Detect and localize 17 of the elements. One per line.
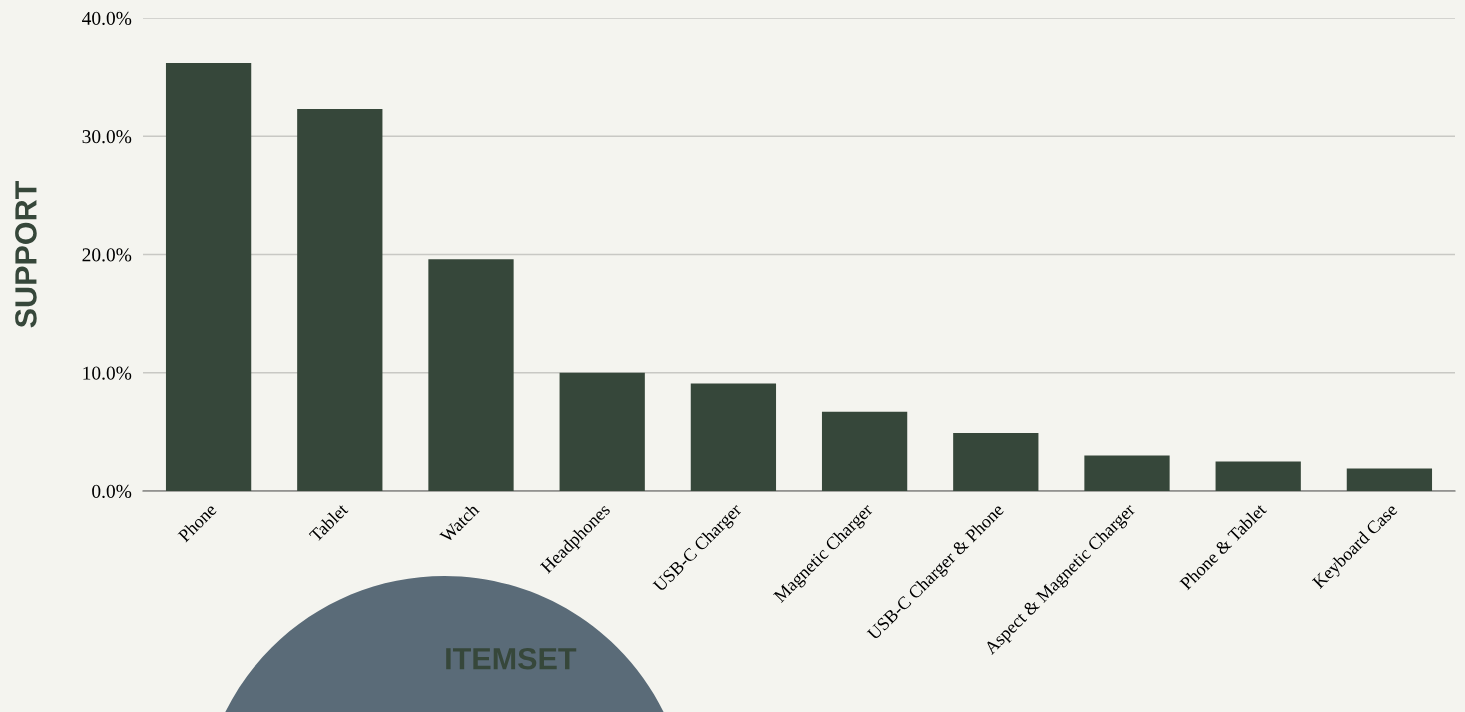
bar [1346, 468, 1433, 491]
y-tick-label: 30.0% [82, 130, 132, 144]
bar [428, 259, 514, 491]
y-axis-title: SUPPORT [15, 180, 37, 328]
y-tick-label: 0.0% [92, 484, 132, 499]
y-tick-label: 20.0% [82, 248, 132, 262]
y-tick-label: 10.0% [83, 366, 132, 380]
bar [821, 411, 908, 491]
bar [1215, 461, 1301, 491]
bar [1084, 455, 1170, 491]
bar [297, 109, 383, 491]
bar [690, 383, 777, 491]
bar [953, 433, 1039, 491]
bar [165, 62, 252, 491]
x-axis-title: ITEMSET [446, 647, 577, 670]
y-tick-label: 40.0% [82, 11, 132, 26]
bar [559, 372, 645, 491]
